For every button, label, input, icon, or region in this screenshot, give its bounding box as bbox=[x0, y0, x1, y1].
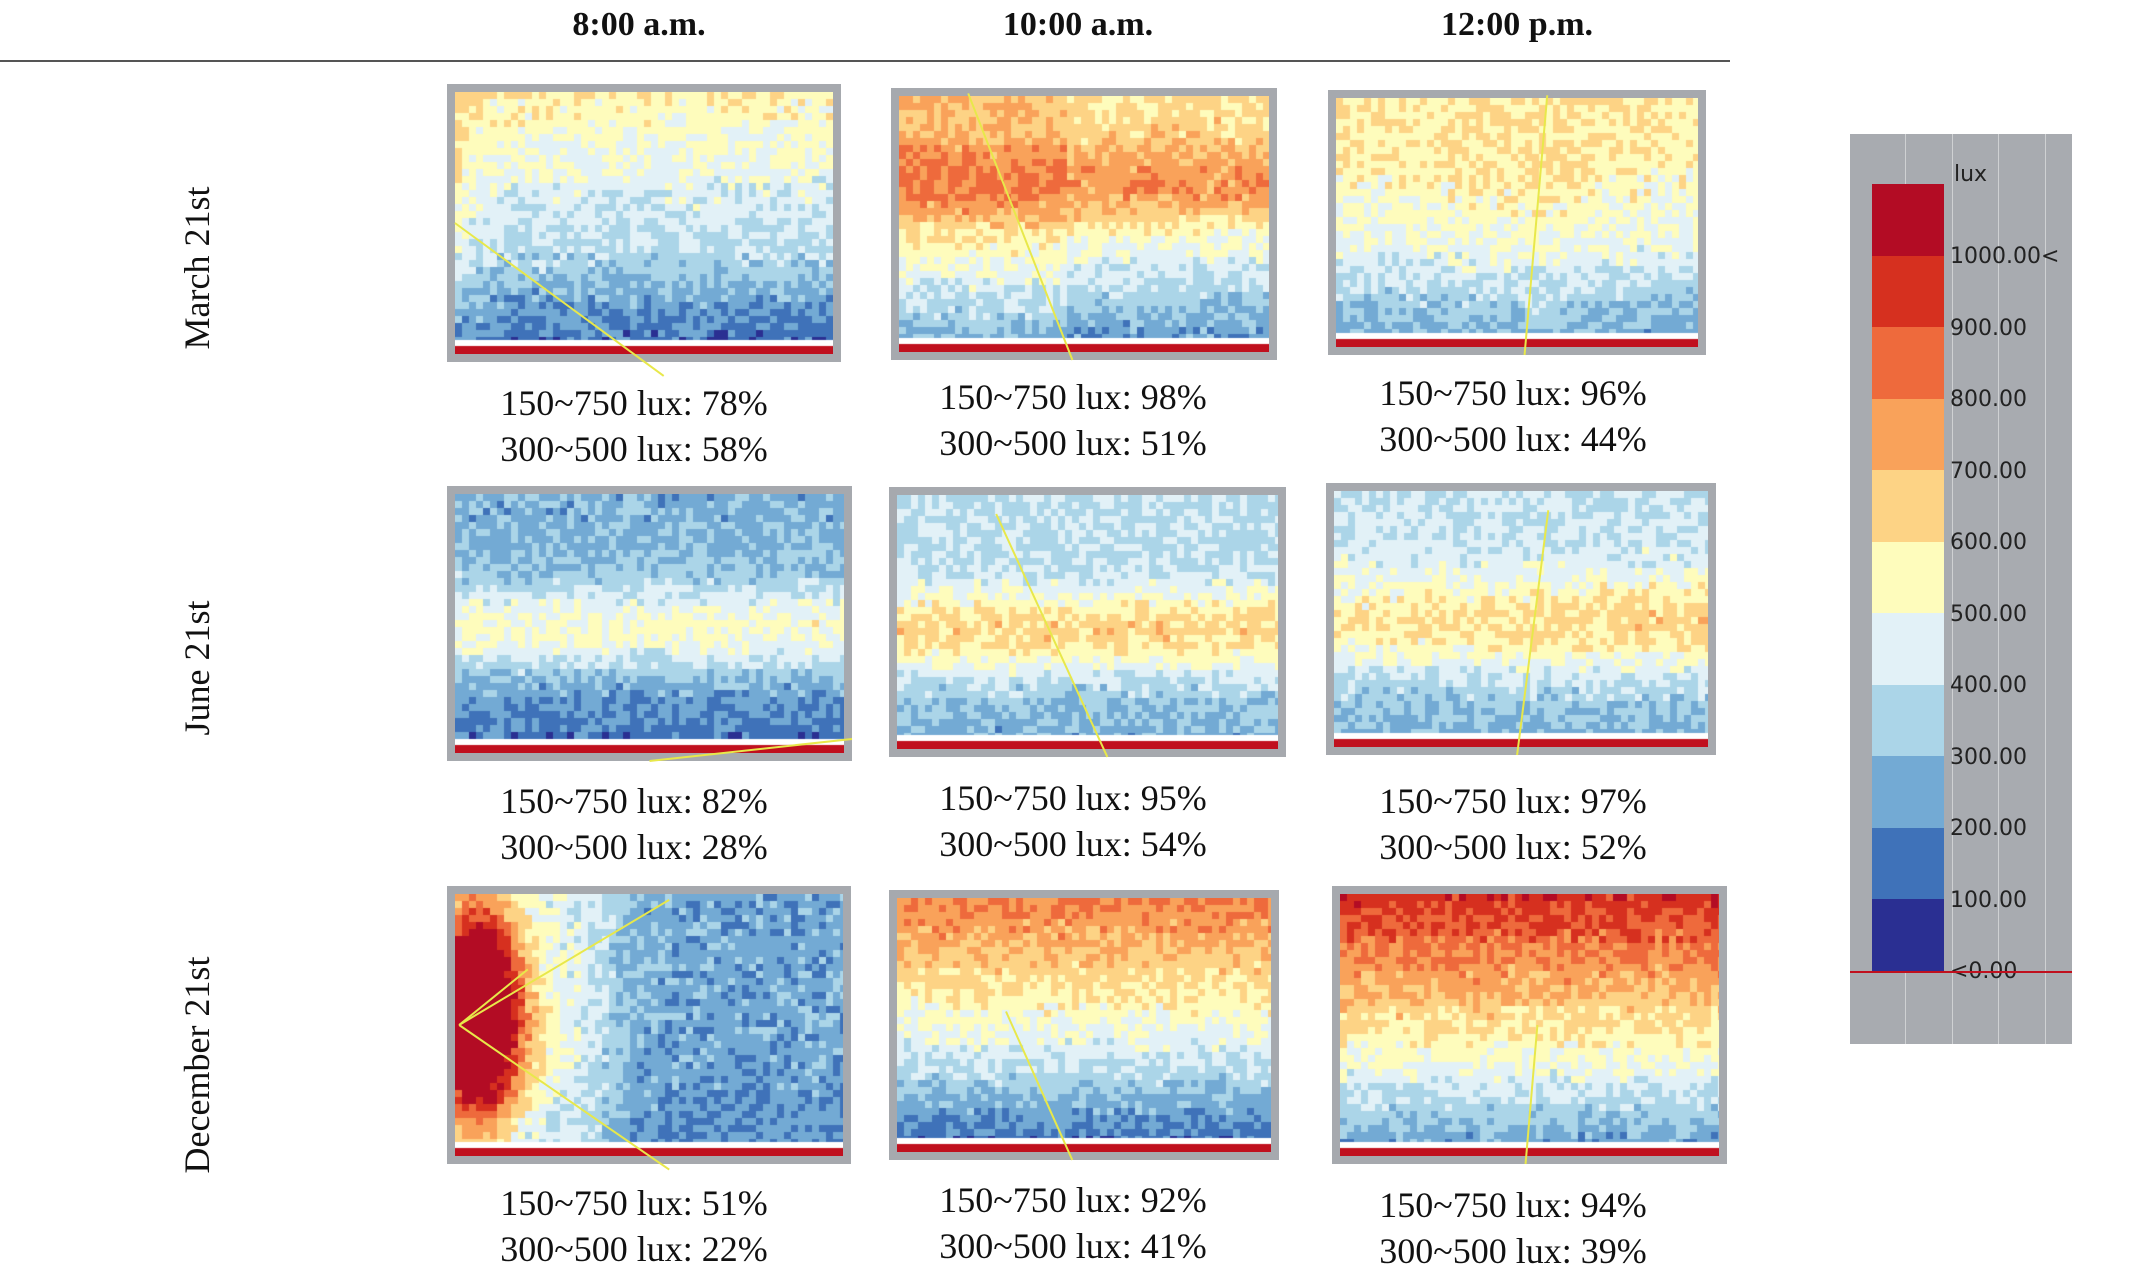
sun-ray-lines bbox=[649, 738, 853, 762]
legend-color-swatch bbox=[1872, 470, 1944, 543]
column-header-8am: 8:00 a.m. bbox=[572, 6, 706, 43]
stat-300-500: 300~500 lux: 22% bbox=[500, 1229, 768, 1269]
legend-tick-label: 100.00 bbox=[1950, 887, 2027, 913]
heatmap-panel bbox=[447, 84, 841, 377]
heatmap-cells bbox=[899, 96, 1269, 352]
illuminance-stats: 150~750 lux: 82% 300~500 lux: 28% bbox=[414, 778, 854, 870]
legend-color-swatch bbox=[1872, 613, 1944, 686]
legend-color-swatch bbox=[1872, 684, 1944, 757]
sun-ray-line bbox=[1524, 1024, 1539, 1165]
sun-ray-lines bbox=[1005, 1011, 1074, 1161]
heatmap-panel bbox=[447, 486, 853, 762]
stat-150-750: 150~750 lux: 51% bbox=[500, 1183, 768, 1223]
row-label-june: June 21st bbox=[177, 600, 217, 736]
legend-baseline bbox=[1850, 970, 2072, 973]
sun-ray-lines bbox=[454, 222, 665, 377]
illuminance-stats: 150~750 lux: 98% 300~500 lux: 51% bbox=[853, 374, 1293, 466]
sun-ray-line bbox=[995, 513, 1109, 758]
sun-ray-line bbox=[1523, 95, 1549, 356]
legend-color-swatch bbox=[1872, 184, 1944, 257]
heatmap-panel bbox=[889, 487, 1286, 758]
sun-ray-line bbox=[454, 222, 665, 377]
legend-color-swatch bbox=[1872, 756, 1944, 829]
illuminance-stats: 150~750 lux: 92% 300~500 lux: 41% bbox=[853, 1177, 1293, 1269]
stat-150-750: 150~750 lux: 82% bbox=[500, 781, 768, 821]
legend-tick-label: 800.00 bbox=[1950, 387, 2027, 412]
legend-color-swatch bbox=[1872, 899, 1944, 972]
stat-300-500: 300~500 lux: 52% bbox=[1379, 827, 1647, 867]
stat-150-750: 150~750 lux: 96% bbox=[1379, 373, 1647, 413]
legend-tick-label: 500.00 bbox=[1950, 601, 2027, 627]
legend-color-swatch bbox=[1872, 327, 1944, 400]
stat-300-500: 300~500 lux: 44% bbox=[1379, 419, 1647, 459]
stat-150-750: 150~750 lux: 95% bbox=[939, 778, 1207, 818]
heatmap-cells bbox=[897, 495, 1278, 749]
stat-150-750: 150~750 lux: 97% bbox=[1379, 781, 1647, 821]
row-label-march: March 21st bbox=[177, 186, 217, 350]
heatmap-cells bbox=[455, 92, 833, 354]
illuminance-stats: 150~750 lux: 51% 300~500 lux: 22% bbox=[414, 1180, 854, 1272]
legend-color-swatch bbox=[1872, 255, 1944, 328]
sun-ray-line bbox=[649, 738, 853, 762]
sun-ray-lines bbox=[995, 513, 1109, 758]
stat-150-750: 150~750 lux: 78% bbox=[500, 383, 768, 423]
illuminance-stats: 150~750 lux: 94% 300~500 lux: 39% bbox=[1293, 1182, 1733, 1274]
stat-150-750: 150~750 lux: 92% bbox=[939, 1180, 1207, 1220]
legend-tick-label: 700.00 bbox=[1950, 458, 2027, 484]
legend-tick-label: 1000.00< bbox=[1950, 244, 2060, 269]
legend-gridline bbox=[2045, 134, 2046, 1044]
sun-ray-line bbox=[1005, 1011, 1074, 1161]
heatmap-cells bbox=[1334, 491, 1708, 747]
sun-ray-line bbox=[458, 899, 670, 1026]
sun-ray-line bbox=[1516, 510, 1550, 756]
legend-color-swatch bbox=[1872, 398, 1944, 471]
sun-ray-line bbox=[967, 93, 1074, 361]
heatmap-cells bbox=[455, 494, 844, 753]
legend-tick-label: 300.00 bbox=[1950, 744, 2027, 770]
legend-color-swatch bbox=[1872, 541, 1944, 614]
heatmap-panel bbox=[1326, 483, 1716, 756]
sun-ray-lines bbox=[1516, 510, 1550, 756]
sun-ray-line bbox=[458, 1024, 670, 1171]
illuminance-stats: 150~750 lux: 97% 300~500 lux: 52% bbox=[1293, 778, 1733, 870]
heatmap-panel bbox=[891, 88, 1277, 361]
sun-ray-lines bbox=[1524, 1024, 1539, 1165]
stat-300-500: 300~500 lux: 39% bbox=[1379, 1231, 1647, 1271]
sun-ray-lines bbox=[967, 93, 1074, 361]
heatmap-cells bbox=[1336, 98, 1698, 347]
heatmap-panel bbox=[1328, 90, 1706, 356]
legend-gridline bbox=[1952, 134, 1953, 1044]
illuminance-stats: 150~750 lux: 96% 300~500 lux: 44% bbox=[1293, 370, 1733, 462]
legend-unit-label: lux bbox=[1954, 162, 1988, 187]
sun-ray-lines bbox=[1523, 95, 1549, 356]
stat-150-750: 150~750 lux: 94% bbox=[1379, 1185, 1647, 1225]
illuminance-stats: 150~750 lux: 95% 300~500 lux: 54% bbox=[853, 775, 1293, 867]
heatmap-panel bbox=[889, 890, 1279, 1161]
heatmap-panel bbox=[447, 886, 851, 1171]
legend-color-swatch bbox=[1872, 827, 1944, 900]
header-rule bbox=[0, 60, 1730, 62]
sun-ray-line bbox=[458, 968, 529, 1026]
stat-300-500: 300~500 lux: 28% bbox=[500, 827, 768, 867]
column-header-12pm: 12:00 p.m. bbox=[1440, 6, 1594, 43]
legend-tick-label: 600.00 bbox=[1950, 530, 2027, 555]
stat-300-500: 300~500 lux: 51% bbox=[939, 423, 1207, 463]
color-legend: lux 1000.00< 900.00 800.00 700.00 600.00 500.… bbox=[1850, 134, 2072, 1044]
legend-tick-label: 200.00 bbox=[1950, 816, 2027, 841]
legend-tick-label: 400.00 bbox=[1950, 673, 2027, 698]
heatmap-panel bbox=[1332, 886, 1727, 1165]
stat-300-500: 300~500 lux: 41% bbox=[939, 1226, 1207, 1266]
stat-150-750: 150~750 lux: 98% bbox=[939, 377, 1207, 417]
heatmap-cells bbox=[897, 898, 1271, 1152]
legend-tick-label: 900.00 bbox=[1950, 315, 2027, 341]
illuminance-stats: 150~750 lux: 78% 300~500 lux: 58% bbox=[414, 380, 854, 472]
stat-300-500: 300~500 lux: 54% bbox=[939, 824, 1207, 864]
legend-gridline bbox=[1998, 134, 1999, 1044]
stat-300-500: 300~500 lux: 58% bbox=[500, 429, 768, 469]
sun-ray-lines bbox=[458, 899, 670, 1171]
column-header-10am: 10:00 a.m. bbox=[1002, 6, 1154, 43]
row-label-december: December 21st bbox=[177, 956, 217, 1174]
heatmap-cells bbox=[455, 894, 843, 1156]
